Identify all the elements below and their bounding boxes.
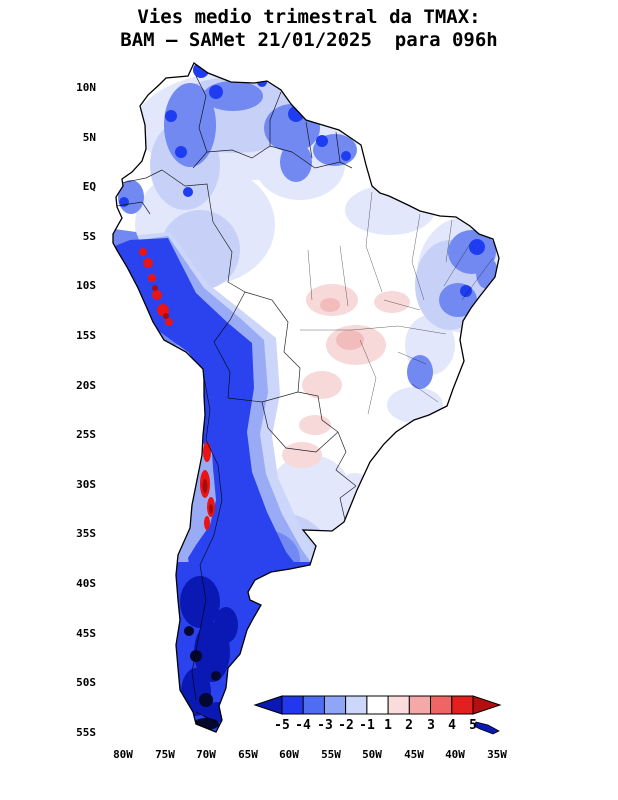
colorbar-segment <box>366 695 389 715</box>
colorbar-below-arrow <box>253 695 283 715</box>
lon-tick-label: 70W <box>196 748 216 761</box>
colorbar-tick-label: -5 <box>274 718 290 733</box>
lon-tick-label: 60W <box>279 748 299 761</box>
lat-tick-label: 20S <box>76 379 96 392</box>
colorbar-tick-label: -4 <box>295 718 311 733</box>
lat-tick-label: EQ <box>82 180 96 193</box>
colorbar-tick-label: -1 <box>359 718 375 733</box>
lat-tick-label: 10N <box>76 81 96 94</box>
off-scale-negative-spots <box>184 626 221 730</box>
lat-tick-label: 15S <box>76 329 96 342</box>
lat-tick-label: 25S <box>76 428 96 441</box>
colorbar-segment <box>323 695 347 715</box>
lon-tick-label: 35W <box>487 748 507 761</box>
colorbar-tick-label: 2 <box>405 718 413 733</box>
colorbar-tick-label: 4 <box>448 718 456 733</box>
lat-tick-label: 40S <box>76 577 96 590</box>
colorbar-tick-label: 1 <box>384 718 392 733</box>
colorbar-segment <box>302 695 326 715</box>
state-borders <box>300 191 494 415</box>
lat-tick-label: 5N <box>82 131 96 144</box>
lat-tick-label: 55S <box>76 726 96 739</box>
lat-tick-label: 30S <box>76 478 96 491</box>
colorbar-above-arrow <box>472 695 502 715</box>
lon-tick-label: 75W <box>155 748 175 761</box>
colorbar-tick-label: -3 <box>317 718 333 733</box>
plot-title-line1: Vies medio trimestral da TMAX: <box>137 6 481 28</box>
bias-shading <box>113 63 499 732</box>
lat-tick-label: 50S <box>76 676 96 689</box>
colorbar-segment <box>408 695 432 715</box>
lon-tick-label: 65W <box>238 748 258 761</box>
colorbar-segment <box>345 695 368 715</box>
colorbar-segment <box>430 695 453 715</box>
lat-tick-label: 35S <box>76 527 96 540</box>
country-borders <box>116 75 357 723</box>
light-positive-bias-regions <box>320 298 364 350</box>
colorbar-segment <box>281 695 304 715</box>
lon-tick-label: 55W <box>321 748 341 761</box>
south-georgia-island <box>473 721 500 735</box>
colorbar-tick-label: -2 <box>338 718 354 733</box>
plot-title-line2: BAM – SAMet 21/01/2025 para 096h <box>120 29 498 51</box>
colorbar-tick-label: 3 <box>427 718 435 733</box>
lon-tick-label: 80W <box>113 748 133 761</box>
off-scale-positive-spots <box>152 285 213 514</box>
lon-tick-label: 45W <box>404 748 424 761</box>
coastline <box>112 62 500 733</box>
lat-tick-label: 45S <box>76 627 96 640</box>
colorbar-tick-label: 5 <box>469 718 477 733</box>
lat-tick-label: 5S <box>82 230 96 243</box>
colorbar-segment <box>387 695 410 715</box>
colorbar <box>253 695 502 715</box>
colorbar-segment <box>451 695 474 715</box>
lon-tick-label: 50W <box>362 748 382 761</box>
lat-tick-label: 10S <box>76 279 96 292</box>
lon-tick-label: 40W <box>445 748 465 761</box>
